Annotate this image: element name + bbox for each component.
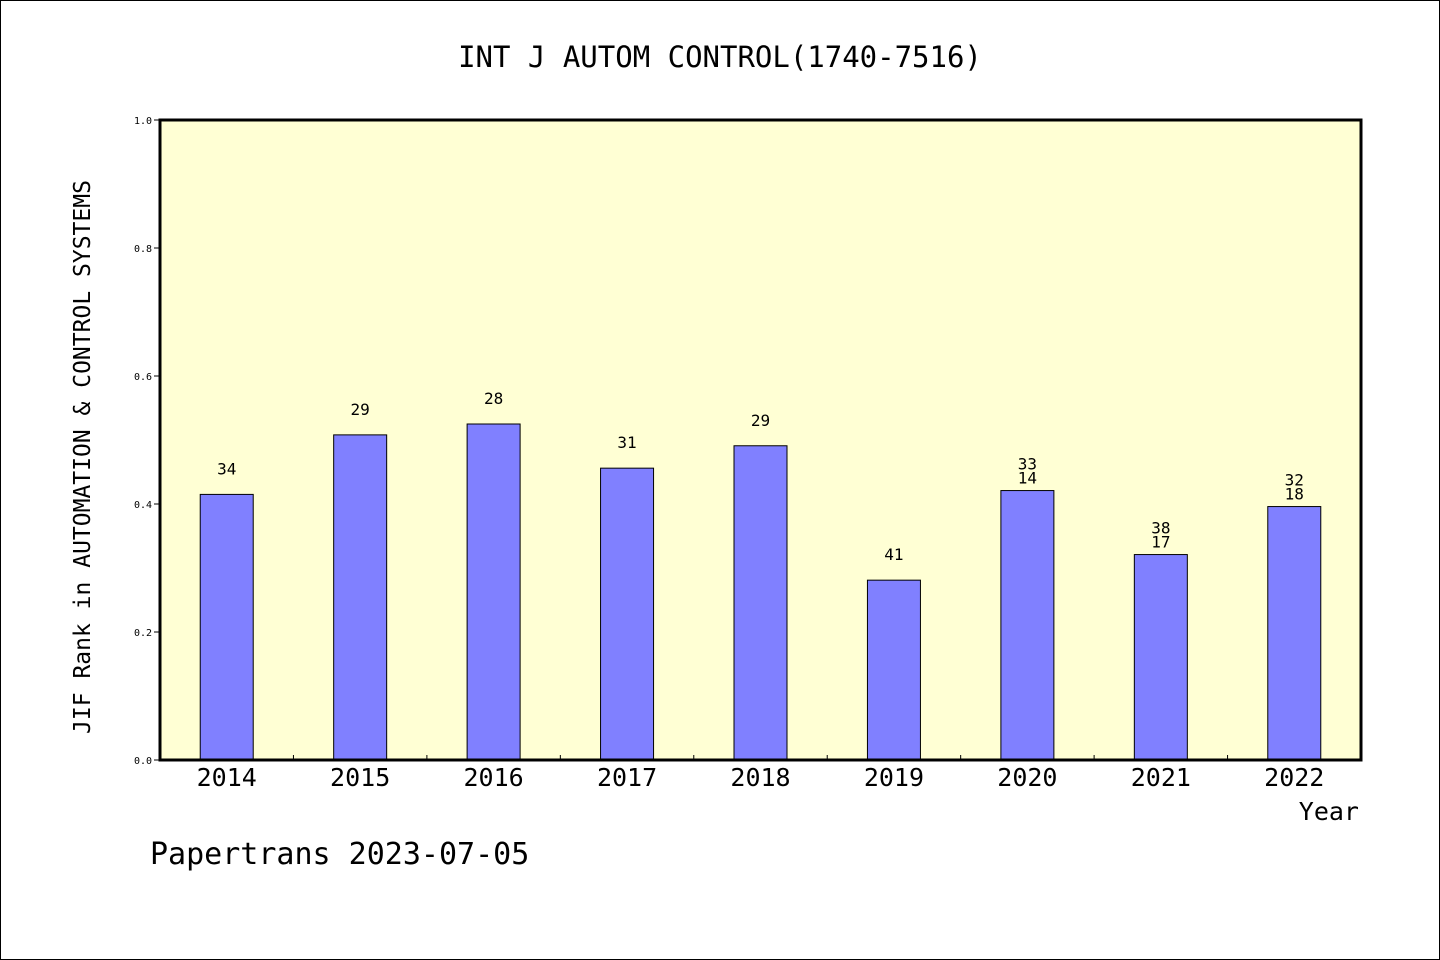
bar-value-label: 31	[617, 433, 636, 452]
bar-value-label: 38	[1151, 519, 1170, 538]
chart-title: INT J AUTOM CONTROL(1740-7516)	[458, 40, 982, 74]
bar-value-label: 29	[751, 411, 770, 430]
bar-value-label: 18	[1285, 485, 1304, 504]
bar-2016	[466, 423, 521, 761]
y-tick-label: 0.0	[134, 756, 152, 767]
bar-2019	[866, 579, 921, 761]
bar-value-label: 32	[1285, 471, 1304, 490]
y-axis-label: JIF Rank in AUTOMATION & CONTROL SYSTEMS	[70, 180, 96, 734]
x-tick-label-2016: 2016	[464, 763, 524, 792]
y-tick-label: 0.8	[134, 244, 152, 255]
bar-value-label: 29	[351, 400, 370, 419]
bar-value-label: 41	[884, 545, 903, 564]
x-tick-label-2019: 2019	[864, 763, 924, 792]
y-tick-label: 0.2	[134, 628, 152, 639]
x-tick-label-2020: 2020	[997, 763, 1057, 792]
bar-value-label: 17	[1151, 533, 1170, 552]
bar-2022	[1267, 506, 1322, 761]
footer-credit: Papertrans 2023-07-05	[150, 837, 529, 872]
bar-group	[199, 423, 1322, 761]
x-axis: 2014 2015 2016 2017 2018 2019 2020 2021 2022	[197, 755, 1324, 792]
y-axis: 0.0 0.2 0.4 0.6 0.8 1.0	[134, 116, 160, 767]
bar-value-label: 14	[1018, 469, 1037, 488]
bar-value-label: 34	[217, 459, 236, 478]
x-tick-label-2017: 2017	[597, 763, 657, 792]
bar-2020	[1000, 490, 1055, 761]
bar-2014	[199, 493, 254, 761]
x-tick-label-2015: 2015	[330, 763, 390, 792]
bar-2015	[333, 434, 388, 761]
plot-border	[158, 118, 1363, 762]
x-axis-label: Year	[1299, 797, 1359, 826]
x-tick-label-2018: 2018	[730, 763, 790, 792]
x-tick-label-2014: 2014	[197, 763, 257, 792]
y-tick-label: 0.4	[134, 500, 152, 511]
bar-value-label: 28	[484, 389, 503, 408]
y-tick-label: 0.6	[134, 372, 152, 383]
bar-2021	[1133, 554, 1188, 761]
y-tick-label: 1.0	[134, 116, 152, 127]
bar-2018	[733, 445, 788, 761]
x-tick-label-2022: 2022	[1264, 763, 1324, 792]
x-tick-label-2021: 2021	[1131, 763, 1191, 792]
bar-value-label: 33	[1018, 455, 1037, 474]
bar-2017	[600, 467, 655, 761]
